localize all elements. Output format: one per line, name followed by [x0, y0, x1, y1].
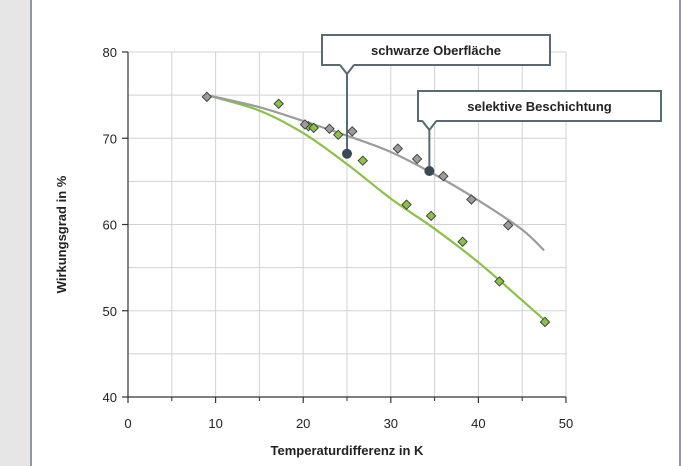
x-tick-label: 20 — [296, 416, 310, 431]
data-point-schwarze-oberflaeche — [308, 122, 319, 134]
x-tick-label: 50 — [559, 416, 573, 431]
data-point-schwarze-oberflaeche — [494, 276, 505, 287]
callout-schwarze-oberflaeche: schwarze Oberfläche — [321, 34, 551, 159]
callout-pointer — [339, 64, 355, 76]
x-axis-title: Temperaturdifferenz in K — [271, 443, 425, 458]
data-point-selektive-beschichtung — [347, 126, 358, 137]
callout-label: selektive Beschichtung — [467, 99, 612, 114]
x-tick-label: 10 — [208, 416, 222, 431]
data-point-schwarze-oberflaeche — [425, 210, 437, 222]
x-tick-label: 30 — [384, 416, 398, 431]
callout-anchor-dot — [424, 166, 435, 177]
data-point-selektive-beschichtung — [438, 170, 449, 182]
data-point-schwarze-oberflaeche — [273, 98, 284, 109]
callout-box — [417, 90, 662, 122]
data-point-selektive-beschichtung — [466, 194, 477, 205]
data-point-schwarze-oberflaeche — [333, 129, 344, 141]
callout-box — [321, 34, 551, 66]
trend-line-schwarze-oberflaeche — [206, 94, 550, 325]
axes — [122, 51, 567, 403]
callouts: schwarze Oberfläche selektive Beschichtun… — [321, 34, 662, 177]
trend-lines — [206, 94, 550, 325]
data-point-selektive-beschichtung — [502, 220, 514, 231]
data-point-selektive-beschichtung — [392, 143, 404, 154]
data-point-selektive-beschichtung — [299, 119, 311, 130]
axis-labels: 0 10 20 30 40 50 40 50 60 70 80 Temperaturdifferenz… — [54, 45, 573, 458]
y-axis-title: Wirkungsgrad in % — [54, 175, 69, 293]
data-point-schwarze-oberflaeche — [457, 236, 468, 247]
x-tick-label: 0 — [124, 416, 131, 431]
data-point-schwarze-oberflaeche — [539, 316, 551, 328]
y-tick-label: 70 — [103, 131, 117, 146]
callout-label: schwarze Oberfläche — [371, 43, 501, 58]
y-tick-label: 80 — [103, 45, 117, 60]
y-tick-label: 60 — [103, 218, 117, 233]
y-tick-label: 50 — [103, 304, 117, 319]
callout-pointer-fill — [422, 120, 437, 130]
data-point-selektive-beschichtung — [324, 123, 335, 134]
x-tick-label: 40 — [471, 416, 485, 431]
trend-line-selektive-beschichtung — [206, 94, 545, 252]
y-tick-label: 40 — [103, 390, 117, 405]
chart-panel — [30, 0, 681, 466]
data-point-schwarze-oberflaeche — [401, 199, 412, 210]
data-point-selektive-beschichtung — [201, 91, 213, 103]
data-point-schwarze-oberflaeche — [357, 155, 369, 166]
callout-pointer — [421, 120, 438, 132]
callout-selektive-beschichtung: selektive Beschichtung — [417, 90, 662, 177]
data-point-selektive-beschichtung — [411, 153, 423, 165]
callout-pointer-fill — [340, 64, 354, 74]
callout-anchor-dot — [342, 148, 352, 159]
data-points — [201, 91, 551, 328]
